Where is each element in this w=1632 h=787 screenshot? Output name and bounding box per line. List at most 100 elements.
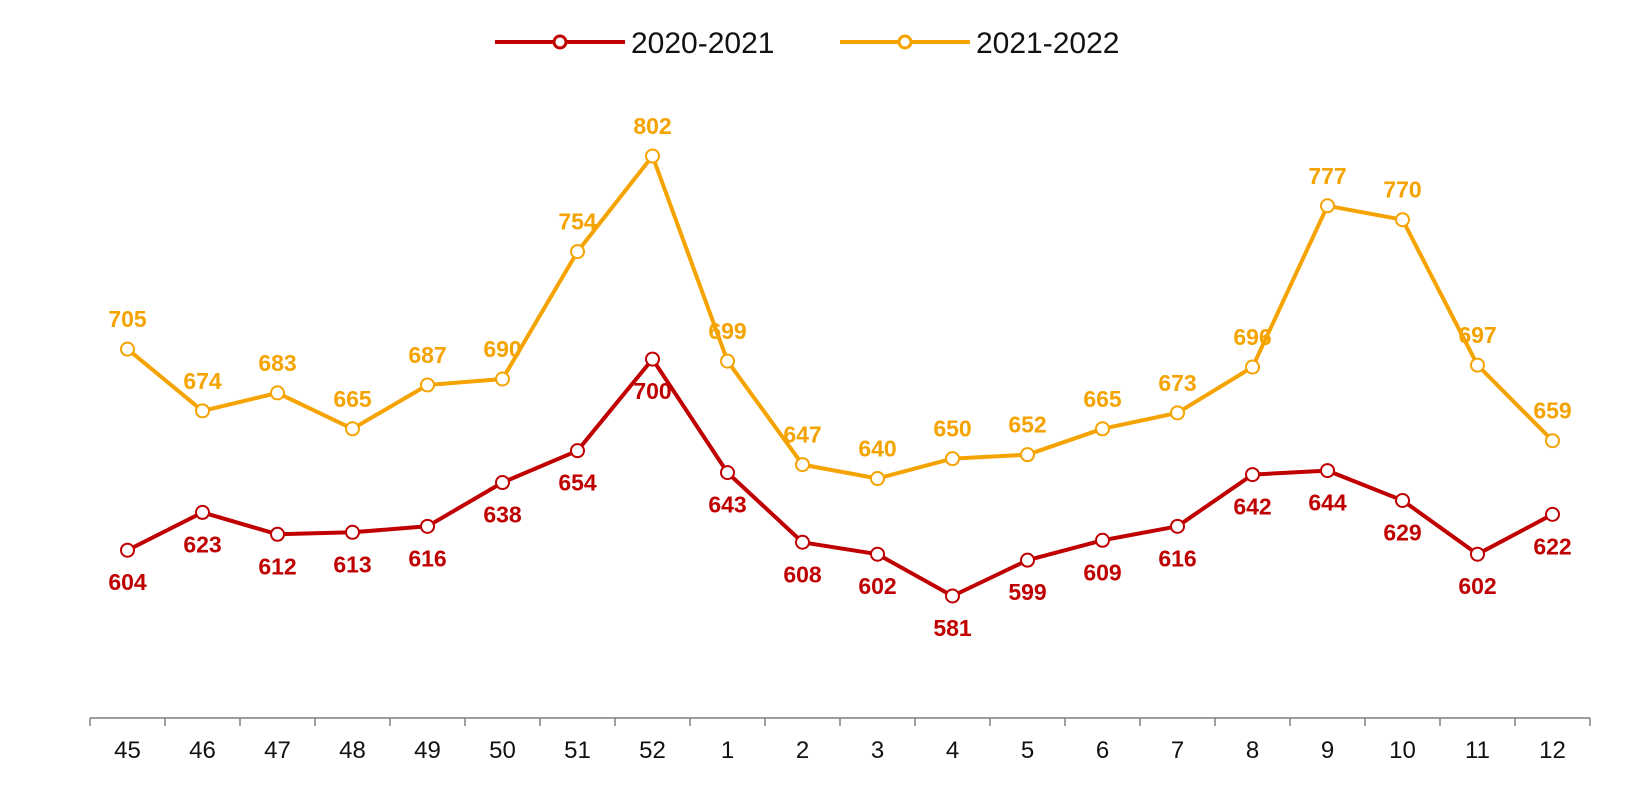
data-point	[1095, 532, 1110, 548]
data-point	[1320, 198, 1335, 214]
data-label: 599	[1008, 579, 1046, 605]
data-point	[1245, 467, 1260, 483]
x-tick-label: 48	[339, 737, 366, 764]
x-tick-label: 8	[1246, 737, 1259, 764]
legend-item: 2020-2021	[495, 27, 774, 60]
data-label: 687	[408, 342, 446, 368]
data-point	[270, 526, 285, 542]
data-label: 650	[933, 416, 971, 442]
data-label: 652	[1008, 412, 1046, 438]
data-point	[720, 353, 735, 369]
data-point	[345, 421, 360, 437]
legend: 2020-2021 2021-2022	[495, 27, 1119, 60]
data-label: 665	[1083, 386, 1122, 412]
data-point	[570, 443, 585, 459]
data-label: 683	[258, 350, 296, 376]
legend-marker	[552, 34, 568, 50]
x-tick-label: 7	[1171, 737, 1184, 764]
x-tick-label: 47	[264, 737, 291, 764]
x-tick-label: 3	[871, 737, 884, 764]
x-tick-label: 52	[639, 737, 666, 764]
data-label: 754	[558, 209, 597, 235]
x-tick-label: 11	[1465, 737, 1490, 764]
data-point	[120, 542, 135, 558]
data-point	[1470, 546, 1485, 562]
data-point	[795, 534, 810, 550]
legend-item: 2021-2022	[840, 27, 1119, 60]
x-axis: 45 46 47 48 49 50 51 52 1 2 3 4 5 6 7 8 9 10 11 12	[89, 717, 1591, 764]
data-label: 696	[1233, 324, 1271, 350]
data-point	[420, 377, 435, 393]
data-point	[645, 148, 660, 164]
series-line	[125, 357, 1555, 598]
data-point	[795, 457, 810, 473]
x-tick-label: 50	[489, 737, 516, 764]
x-tick-label: 45	[114, 737, 141, 764]
data-point	[1545, 433, 1560, 449]
data-point	[1470, 357, 1485, 373]
legend-marker	[897, 34, 913, 50]
data-point	[195, 403, 210, 419]
data-label: 643	[708, 492, 746, 518]
data-label: 770	[1383, 177, 1421, 203]
series-line	[125, 154, 1555, 481]
data-label: 665	[333, 386, 372, 412]
data-label: 622	[1533, 533, 1571, 559]
x-tick-label: 46	[189, 737, 216, 764]
x-tick-label: 5	[1021, 737, 1034, 764]
data-point	[1245, 359, 1260, 375]
series-2020-2021	[120, 351, 1560, 604]
data-label: 654	[558, 470, 597, 496]
data-point	[870, 471, 885, 487]
x-tick-label: 49	[414, 737, 441, 764]
x-tick-label: 10	[1389, 737, 1416, 764]
x-tick-label: 2	[796, 737, 809, 764]
data-point	[870, 546, 885, 562]
data-point	[570, 244, 585, 260]
x-tick-label: 9	[1321, 737, 1334, 764]
data-label: 616	[408, 545, 446, 571]
data-label: 777	[1308, 163, 1346, 189]
data-point	[495, 371, 510, 387]
legend-label: 2021-2022	[976, 27, 1119, 60]
series-2021-2022	[120, 148, 1560, 487]
data-point	[1395, 212, 1410, 228]
x-tick-label: 1	[721, 737, 734, 764]
x-tick-label: 12	[1539, 737, 1566, 764]
series-lines	[120, 148, 1560, 604]
data-point	[945, 451, 960, 467]
legend-label: 2020-2021	[631, 27, 774, 60]
data-label: 659	[1533, 398, 1571, 424]
data-label: 581	[933, 615, 972, 641]
data-label: 642	[1233, 494, 1271, 520]
data-point	[195, 504, 210, 520]
data-label: 700	[633, 378, 671, 404]
data-point	[1545, 506, 1560, 522]
data-label: 602	[858, 573, 896, 599]
x-tick-label: 51	[564, 737, 591, 764]
data-label: 604	[108, 569, 147, 595]
data-point	[1020, 552, 1035, 568]
data-label: 602	[1458, 573, 1496, 599]
data-label: 647	[783, 422, 821, 448]
data-point	[345, 524, 360, 540]
data-point	[1395, 492, 1410, 508]
data-label: 608	[783, 561, 822, 587]
data-point	[1095, 421, 1110, 437]
data-label: 705	[108, 306, 147, 332]
data-label: 638	[483, 502, 522, 528]
data-point	[720, 465, 735, 481]
x-tick-label: 4	[946, 737, 959, 764]
data-point	[120, 341, 135, 357]
data-point	[270, 385, 285, 401]
data-point	[945, 588, 960, 604]
data-label: 609	[1083, 559, 1121, 585]
data-label: 674	[183, 368, 222, 394]
data-point	[495, 475, 510, 491]
data-label: 699	[708, 318, 746, 344]
data-label: 644	[1308, 490, 1347, 516]
data-point	[420, 518, 435, 534]
data-label: 802	[633, 113, 671, 139]
data-label: 623	[183, 531, 221, 557]
